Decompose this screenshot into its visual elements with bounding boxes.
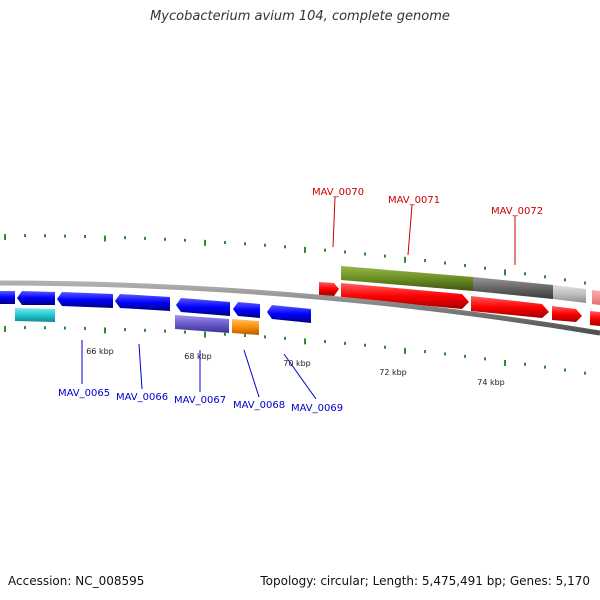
upper-ticks bbox=[4, 234, 586, 285]
genes-count-label: Genes: 5,170 bbox=[509, 574, 590, 588]
cyan-feature bbox=[15, 308, 55, 322]
gene-mav-0067 bbox=[176, 298, 230, 316]
reverse-genes bbox=[0, 291, 311, 323]
genome-backbone bbox=[0, 280, 600, 336]
forward-label-lines bbox=[332, 196, 516, 265]
gene-mav-0066b bbox=[115, 294, 170, 311]
genome-title: Mycobacterium avium 104, complete genome bbox=[150, 9, 450, 24]
reverse-label-lines bbox=[81, 340, 317, 400]
reverse-feature-track bbox=[15, 308, 259, 335]
grey-feature bbox=[473, 277, 553, 299]
scale-label-68: 68 kbp bbox=[184, 352, 212, 361]
gene-label-mav-0070: MAV_0070 bbox=[312, 187, 364, 198]
gene-mav-0070 bbox=[319, 282, 339, 296]
gene-left-partial bbox=[0, 291, 15, 304]
length-label: Length: 5,475,491 bp bbox=[372, 574, 502, 588]
gene-mav-0068 bbox=[233, 302, 260, 318]
forward-genes bbox=[319, 282, 600, 326]
forward-feature-track bbox=[341, 266, 600, 305]
gene-mav-0072 bbox=[471, 296, 549, 318]
gene-label-mav-0065: MAV_0065 bbox=[58, 388, 110, 399]
gene-label-mav-0072: MAV_0072 bbox=[491, 206, 543, 217]
olive-feature bbox=[341, 266, 473, 291]
topology-label: Topology: circular bbox=[260, 574, 365, 588]
accession-label: Accession: NC_008595 bbox=[8, 574, 145, 588]
lower-ticks bbox=[4, 326, 586, 375]
purple-feature bbox=[175, 315, 229, 333]
gene-label-mav-0069: MAV_0069 bbox=[291, 403, 343, 414]
scale-label-72: 72 kbp bbox=[379, 368, 407, 377]
gene-mav-0073 bbox=[552, 306, 582, 322]
scale-label-70: 70 kbp bbox=[283, 359, 311, 368]
scale-label-74: 74 kbp bbox=[477, 378, 505, 387]
gene-mav-0074 bbox=[590, 311, 600, 326]
gene-mav-0069 bbox=[267, 305, 311, 323]
orange-feature bbox=[232, 319, 259, 335]
gene-mav-0066a bbox=[57, 292, 113, 308]
gene-label-mav-0066: MAV_0066 bbox=[116, 392, 168, 403]
gene-label-mav-0068: MAV_0068 bbox=[233, 400, 285, 411]
gene-label-mav-0071: MAV_0071 bbox=[388, 195, 440, 206]
scale-label-66: 66 kbp bbox=[86, 347, 114, 356]
genome-stats: Topology: circular; Length: 5,475,491 bp… bbox=[260, 574, 590, 588]
pink-feature bbox=[592, 290, 600, 305]
gene-mav-0065 bbox=[17, 291, 55, 305]
gene-mav-0071 bbox=[341, 283, 469, 309]
gene-label-mav-0067: MAV_0067 bbox=[174, 395, 226, 406]
light-grey-feature bbox=[553, 285, 586, 303]
